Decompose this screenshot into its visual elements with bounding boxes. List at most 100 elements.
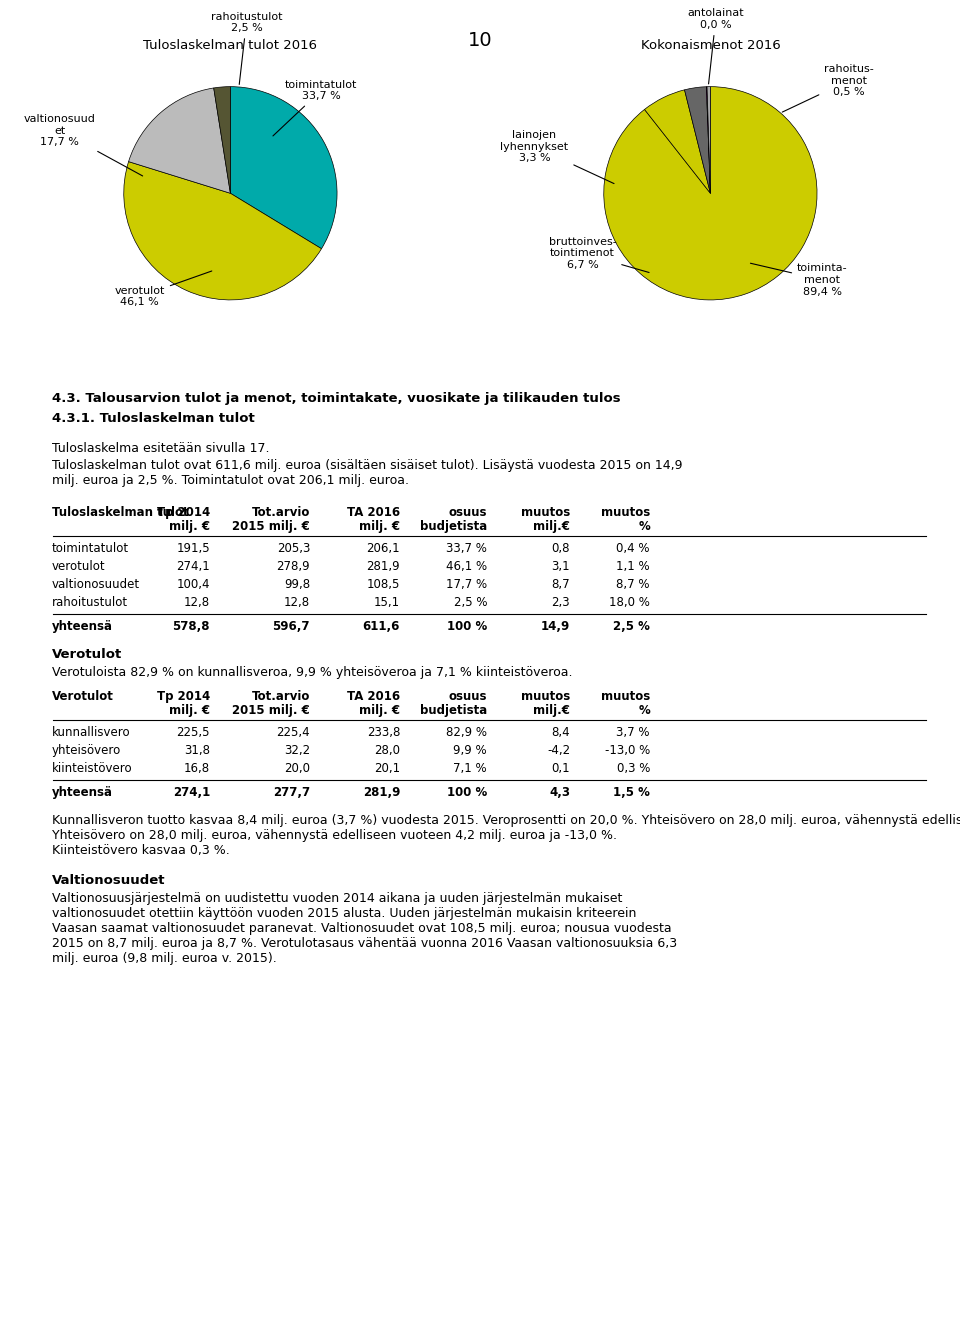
Text: 100,4: 100,4 (177, 579, 210, 591)
Text: Yhteisövero on 28,0 milj. euroa, vähennystä edelliseen vuoteen 4,2 milj. euroa j: Yhteisövero on 28,0 milj. euroa, vähenny… (52, 829, 617, 842)
Text: 16,8: 16,8 (184, 762, 210, 774)
Text: 4.3. Talousarvion tulot ja menot, toimintakate, vuosikate ja tilikauden tulos: 4.3. Talousarvion tulot ja menot, toimin… (52, 392, 620, 405)
Text: toiminta-
menot
89,4 %: toiminta- menot 89,4 % (751, 263, 848, 297)
Text: 578,8: 578,8 (173, 620, 210, 633)
Text: valtionosuudet otettiin käyttöön vuoden 2015 alusta. Uuden järjestelmän mukaisin: valtionosuudet otettiin käyttöön vuoden … (52, 906, 636, 920)
Text: Tp 2014: Tp 2014 (156, 507, 210, 519)
Text: 2015 on 8,7 milj. euroa ja 8,7 %. Verotulotasaus vähentää vuonna 2016 Vaasan val: 2015 on 8,7 milj. euroa ja 8,7 %. Verotu… (52, 937, 677, 950)
Text: 225,5: 225,5 (177, 726, 210, 738)
Text: budjetista: budjetista (420, 704, 487, 717)
Text: 191,5: 191,5 (177, 543, 210, 555)
Text: Valtionosuusjärjestelmä on uudistettu vuoden 2014 aikana ja uuden järjestelmän m: Valtionosuusjärjestelmä on uudistettu vu… (52, 892, 622, 905)
Text: 281,9: 281,9 (367, 560, 400, 573)
Text: muutos: muutos (601, 507, 650, 519)
Text: 17,7 %: 17,7 % (445, 579, 487, 591)
Text: verotulot: verotulot (52, 560, 106, 573)
Wedge shape (604, 87, 817, 300)
Text: 31,8: 31,8 (184, 744, 210, 757)
Text: 12,8: 12,8 (184, 596, 210, 609)
Text: 1,5 %: 1,5 % (613, 786, 650, 798)
Text: 4,3: 4,3 (549, 786, 570, 798)
Text: 2015 milj. €: 2015 milj. € (232, 520, 310, 533)
Text: 0,3 %: 0,3 % (616, 762, 650, 774)
Text: 2,5 %: 2,5 % (453, 596, 487, 609)
Text: 8,4: 8,4 (551, 726, 570, 738)
Text: 108,5: 108,5 (367, 579, 400, 591)
Wedge shape (708, 87, 710, 193)
Text: Tp 2014: Tp 2014 (156, 690, 210, 702)
Text: %: % (638, 704, 650, 717)
Text: osuus: osuus (448, 690, 487, 702)
Text: 20,1: 20,1 (373, 762, 400, 774)
Text: 20,0: 20,0 (284, 762, 310, 774)
Text: 7,1 %: 7,1 % (453, 762, 487, 774)
Text: 1,1 %: 1,1 % (616, 560, 650, 573)
Text: Tot.arvio: Tot.arvio (252, 690, 310, 702)
Text: rahoitustulot: rahoitustulot (52, 596, 128, 609)
Text: Verotulot: Verotulot (52, 690, 114, 702)
Text: 46,1 %: 46,1 % (445, 560, 487, 573)
Text: 15,1: 15,1 (373, 596, 400, 609)
Text: 0,1: 0,1 (551, 762, 570, 774)
Text: 3,1: 3,1 (551, 560, 570, 573)
Text: kunnallisvero: kunnallisvero (52, 726, 131, 738)
Text: milj.€: milj.€ (533, 520, 570, 533)
Text: 274,1: 274,1 (173, 786, 210, 798)
Wedge shape (707, 87, 710, 193)
Text: 100 %: 100 % (446, 620, 487, 633)
Text: Tot.arvio: Tot.arvio (252, 507, 310, 519)
Text: 277,7: 277,7 (273, 786, 310, 798)
Text: 18,0 %: 18,0 % (610, 596, 650, 609)
Text: %: % (638, 520, 650, 533)
Text: 14,9: 14,9 (540, 620, 570, 633)
Text: muutos: muutos (520, 507, 570, 519)
Wedge shape (684, 87, 710, 193)
Text: yhteensä: yhteensä (52, 786, 113, 798)
Text: 33,7 %: 33,7 % (446, 543, 487, 555)
Text: 99,8: 99,8 (284, 579, 310, 591)
Text: milj. €: milj. € (359, 520, 400, 533)
Text: 2,5 %: 2,5 % (613, 620, 650, 633)
Text: toimintatulot
33,7 %: toimintatulot 33,7 % (273, 80, 357, 136)
Text: 28,0: 28,0 (374, 744, 400, 757)
Text: 100 %: 100 % (446, 786, 487, 798)
Text: -13,0 %: -13,0 % (605, 744, 650, 757)
Text: 82,9 %: 82,9 % (446, 726, 487, 738)
Text: 0,4 %: 0,4 % (616, 543, 650, 555)
Text: 278,9: 278,9 (276, 560, 310, 573)
Text: 281,9: 281,9 (363, 786, 400, 798)
Text: 206,1: 206,1 (367, 543, 400, 555)
Wedge shape (129, 88, 230, 193)
Text: budjetista: budjetista (420, 520, 487, 533)
Text: valtionosuud
et
17,7 %: valtionosuud et 17,7 % (24, 115, 143, 176)
Wedge shape (644, 89, 710, 193)
Text: Kiinteistövero kasvaa 0,3 %.: Kiinteistövero kasvaa 0,3 %. (52, 844, 229, 857)
Text: 8,7: 8,7 (551, 579, 570, 591)
Text: Verotuloista 82,9 % on kunnallisveroa, 9,9 % yhteisöveroa ja 7,1 % kiinteistöver: Verotuloista 82,9 % on kunnallisveroa, 9… (52, 666, 572, 678)
Text: muutos: muutos (520, 690, 570, 702)
Text: milj.€: milj.€ (533, 704, 570, 717)
Text: valtionosuudet: valtionosuudet (52, 579, 140, 591)
Text: 611,6: 611,6 (363, 620, 400, 633)
Text: rahoitustulot
2,5 %: rahoitustulot 2,5 % (210, 12, 282, 84)
Text: Valtionosuudet: Valtionosuudet (52, 874, 165, 886)
Text: milj. €: milj. € (169, 704, 210, 717)
Text: verotulot
46,1 %: verotulot 46,1 % (114, 271, 212, 308)
Text: muutos: muutos (601, 690, 650, 702)
Title: Tuloslaskelman tulot 2016: Tuloslaskelman tulot 2016 (143, 39, 318, 52)
Text: antolainat
0,0 %: antolainat 0,0 % (687, 8, 744, 84)
Text: 4.3.1. Tuloslaskelman tulot: 4.3.1. Tuloslaskelman tulot (52, 412, 254, 425)
Wedge shape (230, 87, 337, 249)
Text: rahoitus-
menot
0,5 %: rahoitus- menot 0,5 % (782, 64, 874, 112)
Text: 9,9 %: 9,9 % (453, 744, 487, 757)
Text: milj. €: milj. € (169, 520, 210, 533)
Text: 8,7 %: 8,7 % (616, 579, 650, 591)
Text: Tuloslaskelman tulot: Tuloslaskelman tulot (52, 507, 188, 519)
Text: milj. euroa (9,8 milj. euroa v. 2015).: milj. euroa (9,8 milj. euroa v. 2015). (52, 952, 276, 965)
Text: 3,7 %: 3,7 % (616, 726, 650, 738)
Text: toimintatulot: toimintatulot (52, 543, 130, 555)
Text: milj. €: milj. € (359, 704, 400, 717)
Text: Vaasan saamat valtionosuudet paranevat. Valtionosuudet ovat 108,5 milj. euroa; n: Vaasan saamat valtionosuudet paranevat. … (52, 922, 672, 934)
Text: 274,1: 274,1 (177, 560, 210, 573)
Title: Kokonaismenot 2016: Kokonaismenot 2016 (640, 39, 780, 52)
